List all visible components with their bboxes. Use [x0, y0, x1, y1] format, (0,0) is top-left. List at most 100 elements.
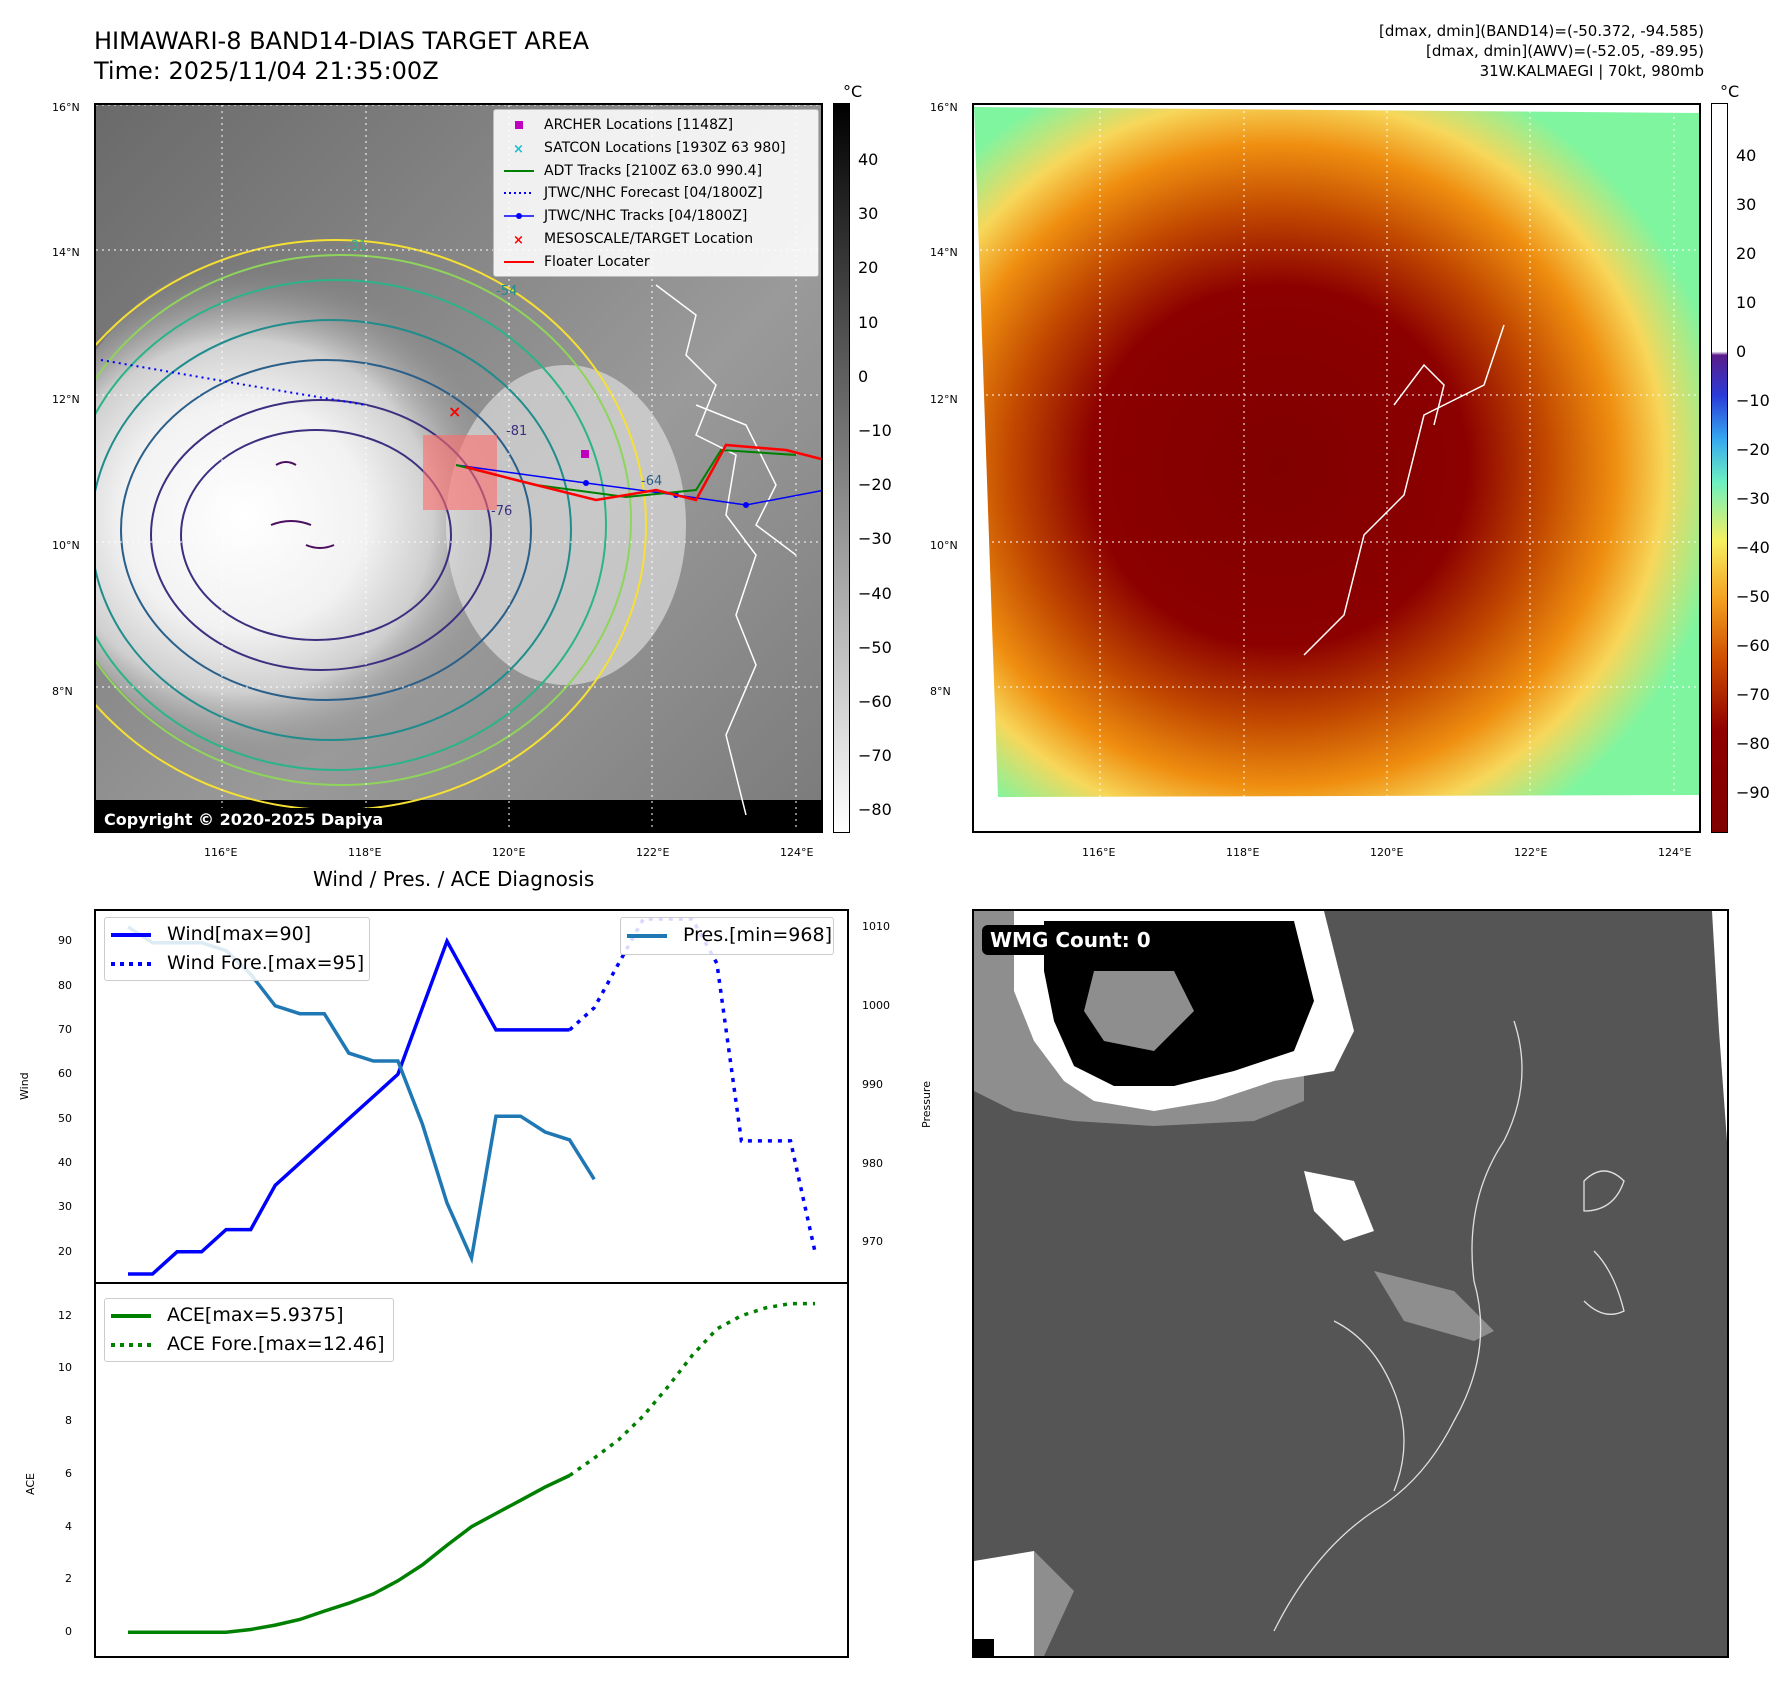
ace-legend: ACE[max=5.9375] ACE Fore.[max=12.46]: [104, 1298, 394, 1362]
legend-ace-fore: ACE Fore.[max=12.46]: [167, 1333, 385, 1355]
colorbar-tick: −50: [1736, 587, 1770, 606]
legend-item: ADT Tracks [2100Z 63.0 990.4]: [502, 160, 762, 182]
copyright-label: Copyright © 2020-2025 Dapiya: [98, 808, 390, 831]
colorbar-tick: 40: [1736, 146, 1757, 165]
lon-tick: 120°E: [1370, 846, 1404, 859]
lon-tick: 118°E: [348, 846, 382, 859]
info-band14: [dmax, dmin](BAND14)=(-50.372, -94.585): [1379, 22, 1704, 40]
legend-swatch: [504, 260, 534, 263]
svg-text:×: ×: [448, 402, 461, 421]
colorbar-tick: −60: [1736, 636, 1770, 655]
wind-pres-panel: Wind[max=90] Wind Fore.[max=95] Pres.[mi…: [94, 909, 849, 1284]
lat-tick: 16°N: [52, 101, 80, 114]
lat-tick: 12°N: [930, 393, 958, 406]
colorbar-tick: −40: [1736, 538, 1770, 557]
legend-item: JTWC/NHC Tracks [04/1800Z]: [502, 205, 747, 227]
contour-label: -54: [496, 284, 517, 299]
colorbar-tick: −40: [858, 583, 892, 603]
lat-tick: 10°N: [52, 539, 80, 552]
lon-tick: 124°E: [1658, 846, 1692, 859]
pres-ylabel: Pressure: [920, 1081, 933, 1128]
ir-map-panel: × -31 -54 -64 -76 -81 Copyright © 2020-2…: [94, 103, 823, 833]
y-tick: 70: [58, 1022, 72, 1036]
lon-tick: 124°E: [780, 846, 814, 859]
legend-label: SATCON Locations [1930Z 63 980]: [544, 139, 786, 156]
colorbar-tick: −30: [858, 529, 892, 549]
colorbar-tick: 20: [1736, 244, 1757, 263]
lat-tick: 14°N: [930, 246, 958, 259]
diagnosis-title: Wind / Pres. / ACE Diagnosis: [313, 867, 595, 891]
ace-ylabel: ACE: [24, 1473, 37, 1495]
wmg-map: [974, 911, 1727, 1656]
lon-tick: 122°E: [1514, 846, 1548, 859]
ace-panel: ACE[max=5.9375] ACE Fore.[max=12.46]: [94, 1282, 849, 1658]
colorbar-tick: 40: [858, 150, 879, 169]
contour-label: -81: [506, 424, 527, 439]
legend-item: Floater Locater: [502, 251, 650, 273]
colorbar-tick: −80: [858, 800, 892, 820]
colorbar-tick: −30: [1736, 489, 1770, 508]
lat-tick: 12°N: [52, 393, 80, 406]
awv-map: [974, 105, 1699, 831]
legend-label: ARCHER Locations [1148Z]: [544, 117, 734, 133]
colorbar-tick: 0: [858, 366, 869, 386]
colorbar-tick: 0: [1736, 342, 1747, 361]
legend-label: ADT Tracks [2100Z 63.0 990.4]: [544, 162, 763, 179]
y-tick: 80: [58, 978, 72, 992]
y-tick: 90: [58, 934, 72, 948]
legend-label: Floater Locater: [544, 253, 650, 270]
wmg-panel: WMG Count: 0: [972, 909, 1729, 1658]
lat-tick: 8°N: [52, 685, 73, 698]
lat-tick: 8°N: [930, 685, 951, 698]
legend-label: MESOSCALE/TARGET Location: [544, 231, 754, 247]
colorbar-tick: −10: [1736, 391, 1770, 410]
series-line: [568, 917, 817, 1253]
ace-plot: [128, 1301, 815, 1634]
legend-item: × MESOSCALE/TARGET Location: [502, 228, 753, 250]
figure-time: Time: 2025/11/04 21:35:00Z: [94, 57, 439, 85]
legend-wind-fore: Wind Fore.[max=95]: [167, 952, 365, 974]
colorbar-unit: °C: [843, 82, 863, 101]
map-legend: ARCHER Locations [1148Z] × SATCON Location…: [493, 109, 819, 277]
y-tick: 30: [58, 1200, 72, 1214]
legend-swatch: [504, 213, 534, 220]
y-tick: 20: [58, 1244, 72, 1258]
y-tick: 1000: [862, 998, 890, 1012]
awv-map-panel: [972, 103, 1701, 833]
wind-legend: Wind[max=90] Wind Fore.[max=95]: [104, 917, 370, 981]
y-tick: 60: [58, 1067, 72, 1081]
colorbar-tick: 30: [1736, 195, 1757, 214]
legend-label: JTWC/NHC Tracks [04/1800Z]: [544, 208, 748, 225]
colorbar-tick: −80: [1736, 734, 1770, 753]
y-tick: 970: [862, 1235, 883, 1249]
legend-ace: ACE[max=5.9375]: [167, 1304, 344, 1326]
colorbar-tick: −20: [858, 475, 892, 495]
legend-pres: Pres.[min=968]: [683, 924, 832, 946]
colorbar-tick: −60: [858, 692, 892, 711]
y-tick: 50: [58, 1111, 72, 1125]
legend-swatch: ×: [513, 233, 524, 248]
series-line: [128, 1473, 571, 1634]
legend-item: JTWC/NHC Forecast [04/1800Z]: [502, 182, 763, 204]
pres-legend: Pres.[min=968]: [620, 917, 834, 955]
legend-label: JTWC/NHC Forecast [04/1800Z]: [544, 185, 763, 202]
colorbar-color: [1711, 103, 1728, 833]
series-line: [128, 937, 570, 1276]
lon-tick: 120°E: [492, 846, 526, 859]
lat-tick: 14°N: [52, 246, 80, 259]
colorbar-tick: −10: [858, 421, 892, 440]
legend-wind: Wind[max=90]: [167, 923, 312, 945]
lat-tick: 16°N: [930, 101, 958, 114]
wmg-count-badge: WMG Count: 0: [982, 925, 1159, 955]
lon-tick: 122°E: [636, 846, 670, 859]
y-tick: 0: [65, 1625, 72, 1639]
y-tick: 10: [58, 1361, 72, 1375]
legend-item: ARCHER Locations [1148Z]: [502, 114, 733, 136]
legend-swatch: [515, 121, 523, 129]
colorbar-tick: −50: [858, 637, 892, 657]
legend-item: × SATCON Locations [1930Z 63 980]: [502, 137, 786, 159]
info-storm: 31W.KALMAEGI | 70kt, 980mb: [1479, 62, 1704, 80]
contour-label: -76: [491, 504, 512, 519]
lon-tick: 116°E: [204, 846, 238, 859]
colorbar-tick: −70: [1736, 685, 1770, 704]
